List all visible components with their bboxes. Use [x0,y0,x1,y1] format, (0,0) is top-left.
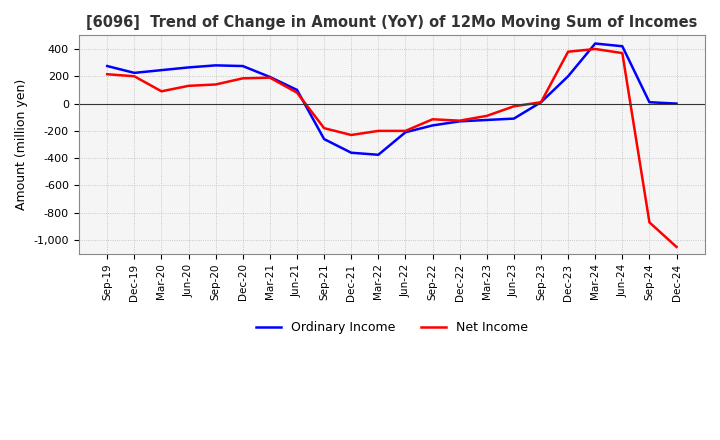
Net Income [130,73,139,79]
Ordinary Income [564,73,572,79]
Net Income [157,89,166,94]
Ordinary Income [320,136,328,142]
Ordinary Income [374,152,382,158]
Ordinary Income [510,116,518,121]
Net Income [320,125,328,131]
Ordinary Income [401,130,410,135]
Ordinary Income [672,101,681,106]
Net Income [374,128,382,133]
Net Income [536,99,545,105]
Line: Ordinary Income: Ordinary Income [107,44,677,155]
Ordinary Income [212,63,220,68]
Net Income [510,104,518,109]
Net Income [428,117,437,122]
Ordinary Income [293,87,302,92]
Net Income [672,244,681,249]
Net Income [293,90,302,95]
Y-axis label: Amount (million yen): Amount (million yen) [15,79,28,210]
Net Income [347,132,356,138]
Title: [6096]  Trend of Change in Amount (YoY) of 12Mo Moving Sum of Incomes: [6096] Trend of Change in Amount (YoY) o… [86,15,698,30]
Net Income [618,51,626,56]
Net Income [591,46,600,51]
Net Income [455,118,464,123]
Legend: Ordinary Income, Net Income: Ordinary Income, Net Income [251,316,533,339]
Net Income [266,75,274,80]
Net Income [482,113,491,118]
Ordinary Income [347,150,356,155]
Ordinary Income [157,67,166,73]
Ordinary Income [618,44,626,49]
Net Income [564,49,572,55]
Net Income [401,128,410,133]
Net Income [645,220,654,225]
Net Income [212,82,220,87]
Ordinary Income [238,63,247,69]
Ordinary Income [130,70,139,76]
Net Income [184,83,193,88]
Ordinary Income [591,41,600,46]
Ordinary Income [645,99,654,105]
Ordinary Income [482,117,491,123]
Ordinary Income [266,74,274,80]
Ordinary Income [536,99,545,105]
Ordinary Income [455,119,464,124]
Ordinary Income [184,65,193,70]
Net Income [238,76,247,81]
Net Income [103,72,112,77]
Ordinary Income [103,63,112,69]
Ordinary Income [428,123,437,128]
Line: Net Income: Net Income [107,49,677,247]
